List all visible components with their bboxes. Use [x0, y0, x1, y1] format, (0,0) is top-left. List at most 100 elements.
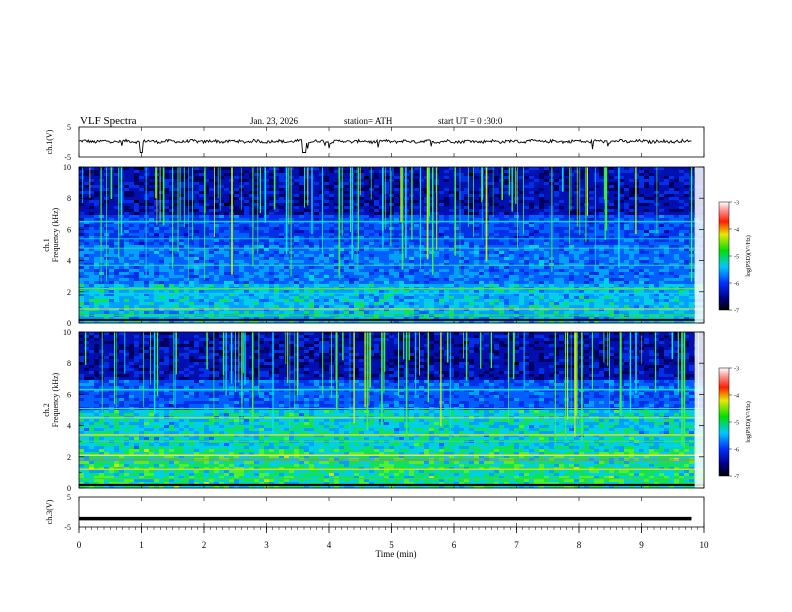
spectrogram-cell [639, 185, 645, 189]
spectrogram-cell [504, 167, 510, 171]
spectrogram-cell [489, 272, 495, 276]
spectrogram-cell [514, 230, 520, 234]
spectrogram-cell [269, 209, 275, 213]
spectrogram-cell [219, 281, 225, 285]
spectrogram-cell [379, 284, 385, 288]
spectrogram-cell [654, 245, 660, 249]
spectrogram-cell [639, 188, 645, 192]
spectrogram-cell [144, 176, 150, 180]
spectrogram-cell [579, 212, 585, 216]
spectrogram-cell [194, 182, 200, 186]
spectrogram-cell [344, 212, 350, 216]
spectrogram-cell [359, 278, 365, 282]
spectrogram-cell [609, 188, 615, 192]
spectrogram-cell [594, 215, 600, 219]
spectrogram-cell [154, 239, 160, 243]
spectrogram-cell [344, 242, 350, 246]
spectrogram-cell [584, 200, 590, 204]
spectrogram-cell [84, 284, 90, 288]
spectrogram-cell [259, 209, 265, 213]
spectrogram-cell [134, 269, 140, 273]
spectrogram-cell [169, 263, 175, 267]
spectrogram-cell [259, 224, 265, 228]
spectrogram-cell [439, 203, 445, 207]
spectrogram-cell [274, 269, 280, 273]
spectrogram-cell [544, 206, 550, 210]
spectrogram-cell [674, 191, 680, 195]
spectrogram-cell [594, 263, 600, 267]
spectrogram-cell [149, 203, 155, 207]
spectrogram-cell [234, 266, 240, 270]
spectrogram-cell [204, 170, 210, 174]
spectrogram-cell [574, 167, 580, 171]
spectrogram-cell [244, 167, 250, 171]
spectrogram-cell [169, 197, 175, 201]
spectrogram-cell [274, 227, 280, 231]
spectrogram-cell [629, 266, 635, 270]
spectrogram-cell [344, 236, 350, 240]
spectrogram-cell [289, 257, 295, 261]
spectrogram-cell [374, 194, 380, 198]
spectrogram-cell [134, 227, 140, 231]
spectrogram-cell [554, 257, 560, 261]
spectrogram-cell [669, 245, 675, 249]
spectrogram-cell [84, 236, 90, 240]
spectrogram-cell [169, 185, 175, 189]
spectrogram-cell [124, 176, 130, 180]
spectrogram-cell [204, 230, 210, 234]
spectrogram-cell [639, 197, 645, 201]
spectrogram-cell [584, 272, 590, 276]
spectrogram-cell [234, 176, 240, 180]
spectrogram-cell [309, 257, 315, 261]
spectrogram-cell [394, 167, 400, 171]
spectrogram-cell [224, 281, 230, 285]
spectrogram-cell [304, 281, 310, 285]
spectrogram-cell [634, 212, 640, 216]
spectrogram-cell [354, 269, 360, 273]
spectrogram-cell [634, 272, 640, 276]
spectrogram-cell [514, 203, 520, 207]
spectrogram-cell [569, 197, 575, 201]
spectrogram-cell [369, 194, 375, 198]
spectrogram-cell [544, 281, 550, 285]
spectrogram-cell [144, 227, 150, 231]
spectrogram-cell [424, 281, 430, 285]
spectrogram-cell [534, 224, 540, 228]
spectrogram-cell [419, 257, 425, 261]
spectrogram-cell [94, 260, 100, 264]
spectrogram-cell [624, 203, 630, 207]
spectrogram-cell [324, 194, 330, 198]
spectrogram-cell [514, 263, 520, 267]
spectrogram-cell [264, 194, 270, 198]
spectrogram-cell [624, 206, 630, 210]
spectrogram-cell [209, 179, 215, 183]
spectrogram-cell [479, 254, 485, 258]
spectrogram-cell [584, 266, 590, 270]
spectrogram-cell [134, 176, 140, 180]
spectrogram-cell [324, 197, 330, 201]
spectrogram-cell [209, 221, 215, 225]
spectrogram-cell [594, 206, 600, 210]
spectrogram-cell [474, 266, 480, 270]
spectrogram-cell [644, 230, 650, 234]
spectrogram-cell [514, 212, 520, 216]
spectrogram-cell [469, 221, 475, 225]
spectrogram-cell [339, 233, 345, 237]
spectrogram-cell [559, 212, 565, 216]
spectrogram-cell [114, 275, 120, 279]
spectrogram-cell [529, 185, 535, 189]
spectrogram-cell [209, 218, 215, 222]
spectrogram-cell [274, 251, 280, 255]
spectrogram-cell [674, 236, 680, 240]
spectrogram-cell [134, 182, 140, 186]
spectrogram-cell [544, 272, 550, 276]
spectrogram-cell [624, 266, 630, 270]
spectrogram-cell [664, 269, 670, 273]
spectrogram-cell [594, 239, 600, 243]
spectrogram-cell [154, 227, 160, 231]
spectrogram-cell [369, 191, 375, 195]
spectrogram-cell [524, 173, 530, 177]
spectrogram-cell [129, 194, 135, 198]
spectrogram-cell [519, 212, 525, 216]
spectrogram-cell [539, 203, 545, 207]
